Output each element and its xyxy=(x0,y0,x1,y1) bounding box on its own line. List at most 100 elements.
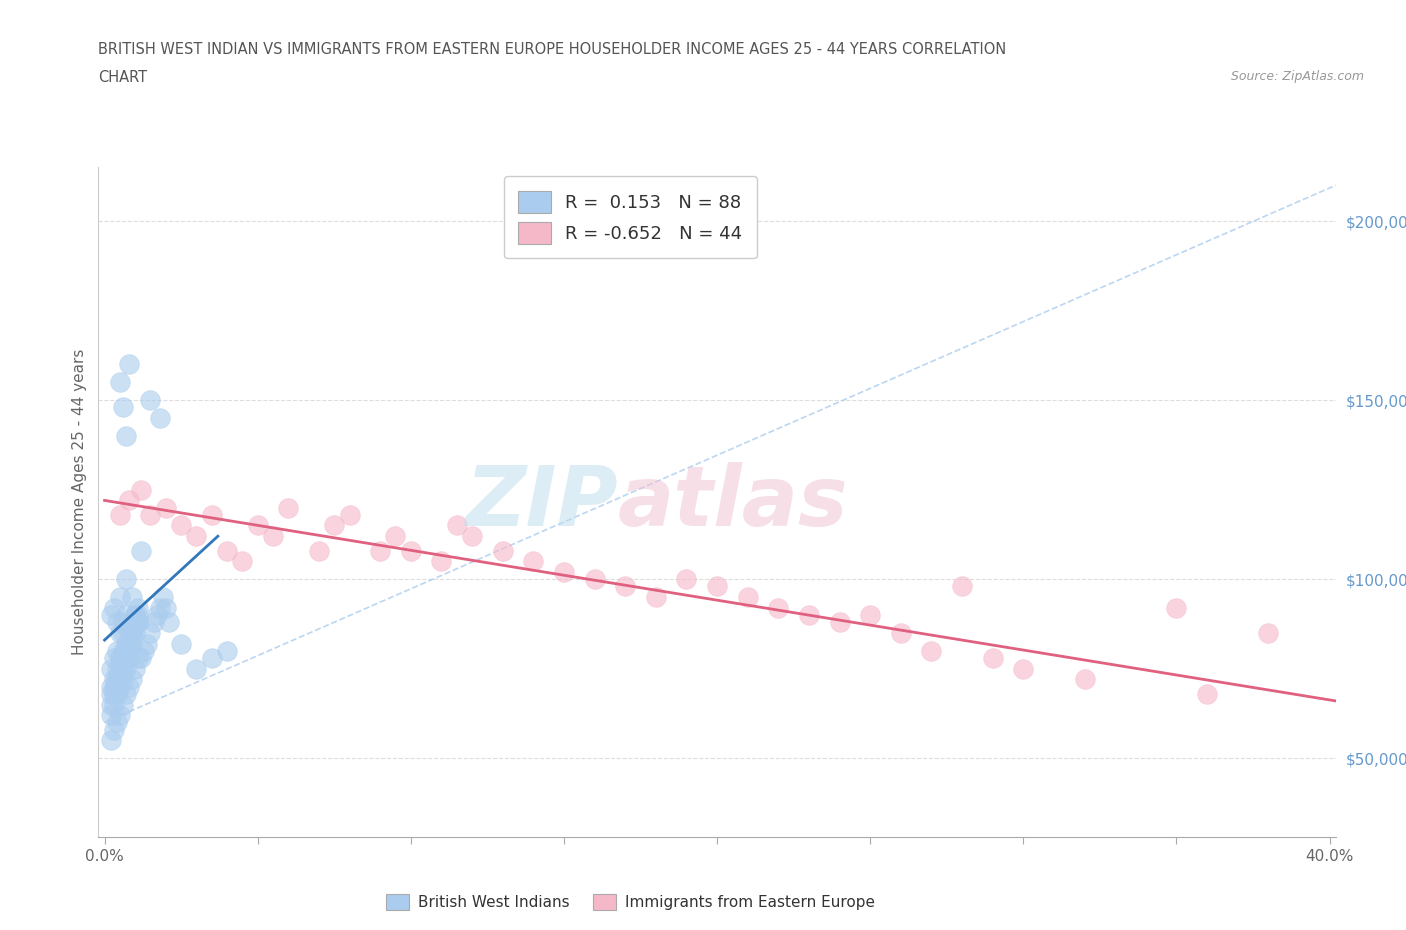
Point xyxy=(129,650,152,665)
Text: CHART: CHART xyxy=(98,70,148,85)
Point xyxy=(124,615,146,630)
Point xyxy=(127,615,149,630)
Point xyxy=(121,626,143,641)
Point xyxy=(124,607,146,622)
Point xyxy=(100,686,122,701)
Point xyxy=(145,607,167,622)
Point xyxy=(139,507,162,522)
Point xyxy=(890,626,912,641)
Text: Source: ZipAtlas.com: Source: ZipAtlas.com xyxy=(1230,70,1364,83)
Point xyxy=(186,661,208,676)
Point xyxy=(118,650,141,665)
Point xyxy=(430,554,453,569)
Point xyxy=(121,626,143,641)
Point xyxy=(121,615,143,630)
Point xyxy=(124,607,146,622)
Point xyxy=(706,578,728,593)
Point xyxy=(115,661,138,676)
Point xyxy=(115,644,138,658)
Point xyxy=(115,607,138,622)
Point xyxy=(446,518,468,533)
Point xyxy=(553,565,575,579)
Point xyxy=(614,578,637,593)
Point xyxy=(675,572,697,587)
Point xyxy=(118,636,141,651)
Point xyxy=(124,607,146,622)
Point xyxy=(170,636,193,651)
Point xyxy=(170,518,193,533)
Point xyxy=(108,650,131,665)
Point xyxy=(797,607,820,622)
Point xyxy=(323,518,346,533)
Point xyxy=(124,626,146,641)
Text: atlas: atlas xyxy=(619,461,849,543)
Point xyxy=(127,615,149,630)
Point xyxy=(859,607,882,622)
Point xyxy=(103,679,125,694)
Point xyxy=(111,661,134,676)
Point xyxy=(1166,601,1188,616)
Point xyxy=(129,483,152,498)
Point xyxy=(121,636,143,651)
Point xyxy=(368,543,391,558)
Point xyxy=(103,722,125,737)
Point xyxy=(115,650,138,665)
Point xyxy=(108,590,131,604)
Point xyxy=(105,644,128,658)
Point xyxy=(108,708,131,723)
Point xyxy=(127,601,149,616)
Point xyxy=(118,493,141,508)
Point xyxy=(108,672,131,687)
Point xyxy=(105,661,128,676)
Point xyxy=(103,672,125,687)
Point xyxy=(461,529,484,544)
Point xyxy=(768,601,790,616)
Text: BRITISH WEST INDIAN VS IMMIGRANTS FROM EASTERN EUROPE HOUSEHOLDER INCOME AGES 25: BRITISH WEST INDIAN VS IMMIGRANTS FROM E… xyxy=(98,42,1007,57)
Point xyxy=(828,615,851,630)
Point xyxy=(139,626,162,641)
Point xyxy=(108,661,131,676)
Point xyxy=(100,661,122,676)
Point xyxy=(115,429,138,444)
Point xyxy=(118,357,141,372)
Point xyxy=(399,543,422,558)
Point xyxy=(111,400,134,415)
Point xyxy=(103,601,125,616)
Point xyxy=(262,529,284,544)
Point xyxy=(105,615,128,630)
Point xyxy=(186,529,208,544)
Point xyxy=(1257,626,1279,641)
Point xyxy=(155,601,177,616)
Point xyxy=(115,636,138,651)
Point xyxy=(103,650,125,665)
Point xyxy=(339,507,361,522)
Point xyxy=(522,554,544,569)
Point xyxy=(1197,686,1219,701)
Point xyxy=(201,650,224,665)
Point xyxy=(215,543,238,558)
Point xyxy=(118,679,141,694)
Point xyxy=(111,644,134,658)
Point xyxy=(277,500,299,515)
Point xyxy=(100,698,122,712)
Point xyxy=(111,698,134,712)
Point xyxy=(129,543,152,558)
Point xyxy=(384,529,406,544)
Legend: British West Indians, Immigrants from Eastern Europe: British West Indians, Immigrants from Ea… xyxy=(380,888,882,916)
Point xyxy=(100,708,122,723)
Point xyxy=(155,500,177,515)
Point xyxy=(100,679,122,694)
Point xyxy=(139,392,162,407)
Point xyxy=(149,601,172,616)
Point xyxy=(111,650,134,665)
Point xyxy=(103,698,125,712)
Point xyxy=(152,590,174,604)
Point xyxy=(1073,672,1095,687)
Point xyxy=(115,686,138,701)
Point xyxy=(105,672,128,687)
Point xyxy=(118,636,141,651)
Point xyxy=(118,644,141,658)
Point xyxy=(103,686,125,701)
Point xyxy=(105,686,128,701)
Point xyxy=(108,679,131,694)
